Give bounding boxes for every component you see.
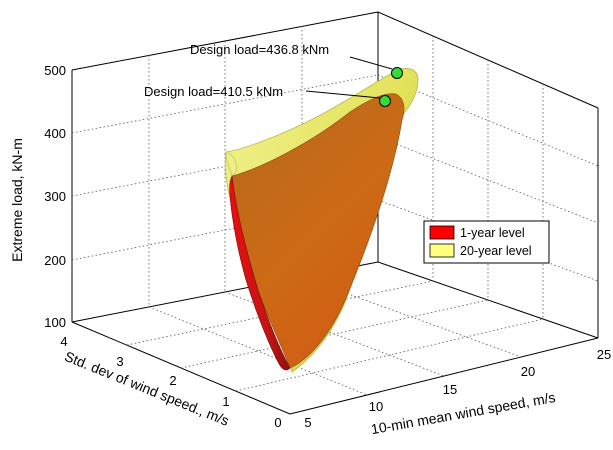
legend-label-20-year: 20-year level: [460, 244, 532, 258]
z-tick-label: 100: [44, 315, 66, 330]
design-point-1-year: [379, 95, 391, 107]
grid-line: [301, 276, 522, 358]
z-axis-label: Extreme load, kN-m: [9, 138, 25, 262]
surface-1-year-level-edge: [229, 174, 291, 371]
x-tick-label: 5: [304, 415, 311, 430]
z-tick-label: 400: [44, 126, 66, 141]
grid-line: [235, 318, 544, 392]
x-tick-label: 10: [369, 399, 383, 414]
annotation-design-load-436: Design load=436.8 kNm: [190, 42, 329, 57]
grid-line: [224, 291, 445, 377]
x-axis-label: 10-min mean wind speed, m/s: [370, 389, 557, 437]
x-tick-labels: 5 10 15 20 25: [304, 347, 611, 430]
y-axis-label: Std. dev of wind speed., m/s: [62, 348, 231, 429]
z-tick-label: 300: [44, 189, 66, 204]
z-tick-labels: 500 400 300 200 100: [44, 63, 66, 330]
legend-swatch-1-year: [429, 225, 455, 240]
y-tick-labels: 4 3 2 1 0: [60, 334, 281, 430]
z-tick-label: 200: [44, 253, 66, 268]
legend-label-1-year: 1-year level: [460, 226, 525, 240]
annotation-arrow-410: [305, 90, 381, 99]
y-tick-label: 2: [169, 373, 176, 388]
surface-20-year-rim: [225, 151, 237, 177]
y-tick-label: 3: [116, 354, 123, 369]
z-tick-label: 500: [44, 63, 66, 78]
floor-front-right: [289, 337, 599, 415]
x-tick-label: 20: [521, 364, 535, 379]
grid-line: [377, 136, 599, 224]
legend: 1-year level 20-year level: [423, 220, 550, 264]
x-tick-label: 15: [443, 382, 457, 397]
annotation-design-load-410: Design load=410.5 kNm: [144, 84, 283, 99]
annotations: Design load=436.8 kNm Design load=410.5 …: [144, 42, 403, 107]
y-tick-label: 4: [60, 334, 67, 349]
design-point-20-year: [391, 67, 403, 79]
legend-swatch-20-year: [429, 243, 455, 258]
floor-back-right: [377, 261, 599, 339]
y-tick-label: 1: [222, 394, 229, 409]
annotation-arrow-436: [349, 56, 393, 70]
surfaces: [224, 68, 419, 373]
y-tick-label: 0: [274, 415, 281, 430]
x-tick-label: 25: [597, 347, 611, 362]
